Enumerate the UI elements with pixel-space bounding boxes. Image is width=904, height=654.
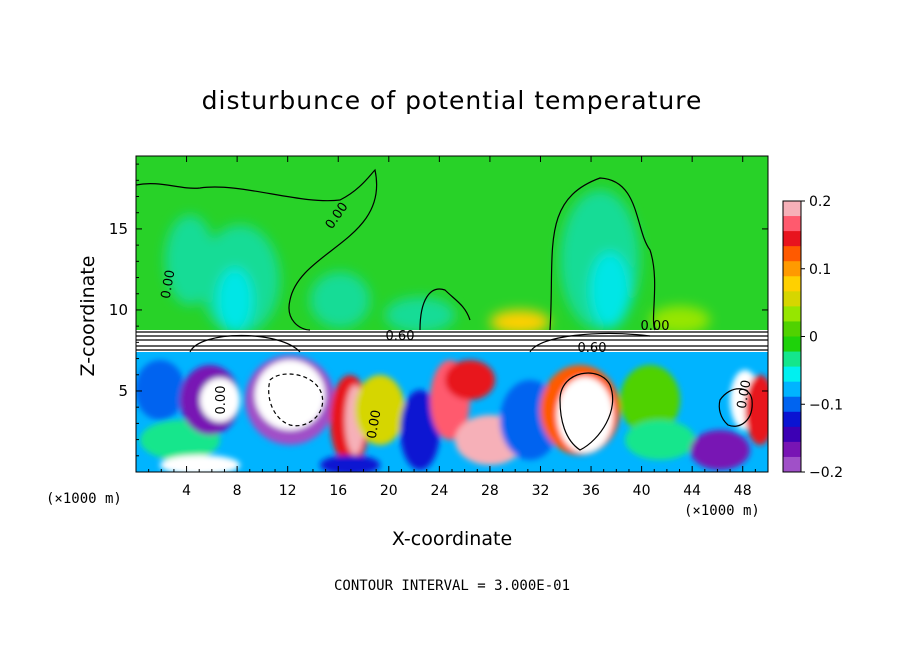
x-tick-label: 40 (633, 483, 651, 499)
colorbar-swatch (783, 306, 801, 322)
x-tick-label: 28 (481, 483, 499, 499)
y-tick-label: 5 (118, 382, 128, 400)
colorbar: 0.2 0.1 0 −0.1 −0.2 (782, 194, 843, 481)
colorbar-swatch (783, 276, 801, 292)
x-tick-label: 16 (329, 483, 347, 499)
contour-label: 0.00 (641, 319, 670, 334)
colorbar-swatch (783, 246, 801, 262)
x-tick-label: 20 (380, 483, 398, 499)
colorbar-tick-label: 0 (809, 330, 818, 346)
colorbar-swatch (783, 396, 801, 413)
colorbar-tick-label: −0.2 (809, 465, 843, 481)
field-layer (136, 156, 768, 472)
colorbar-swatch (783, 426, 801, 443)
y-tick-label: 10 (109, 301, 128, 319)
colorbar-tick-label: −0.1 (809, 397, 843, 413)
colorbar-swatch (783, 216, 801, 232)
colorbar-swatch (783, 411, 801, 428)
x-tick-label: 8 (233, 483, 242, 499)
chart-title: disturbunce of potential temperature (201, 86, 703, 115)
x-tick-label: 44 (683, 483, 701, 499)
colorbar-swatch (783, 336, 801, 353)
contour-label: 0.00 (735, 379, 755, 410)
contour-labels: 0.000.000.600.000.000.00 0.000.60 (159, 200, 755, 440)
x-tick-label: 48 (734, 483, 752, 499)
z-unit-label: (×1000 m) (46, 491, 122, 507)
colorbar-swatch (783, 366, 801, 383)
y-tick-label: 15 (109, 220, 128, 238)
colorbar-swatch (783, 201, 801, 217)
colorbar-swatch (783, 261, 801, 277)
y-axis: 5 10 15 (109, 163, 768, 457)
x-tick-label: 12 (279, 483, 297, 499)
colorbar-swatch (783, 291, 801, 307)
contour-label: 0.60 (578, 341, 607, 356)
colorbar-swatch (783, 231, 801, 247)
contour-label: 0.60 (386, 329, 415, 344)
x-axis: 4 8 12 16 20 24 28 32 36 40 44 48 (148, 156, 756, 499)
colorbar-tick-label: 0.1 (809, 262, 831, 278)
contour-label: 0.00 (159, 269, 179, 300)
colorbar-tick-label: 0.2 (809, 194, 831, 210)
contour-label: 0.00 (214, 386, 229, 415)
contour-label: 0.00 (365, 409, 385, 440)
x-axis-label: X-coordinate (391, 528, 513, 550)
x-tick-label: 32 (532, 483, 550, 499)
contour-interval-note: CONTOUR INTERVAL = 3.000E-01 (333, 578, 571, 594)
colorbar-swatch (783, 351, 801, 368)
colorbar-swatch (783, 321, 801, 337)
x-tick-label: 4 (182, 483, 191, 499)
colorbar-swatch (783, 381, 801, 398)
x-unit-label: (×1000 m) (684, 503, 760, 519)
colorbar-swatch (783, 456, 801, 473)
x-tick-label: 24 (430, 483, 448, 499)
x-tick-label: 36 (582, 483, 600, 499)
colorbar-swatch (783, 441, 801, 458)
